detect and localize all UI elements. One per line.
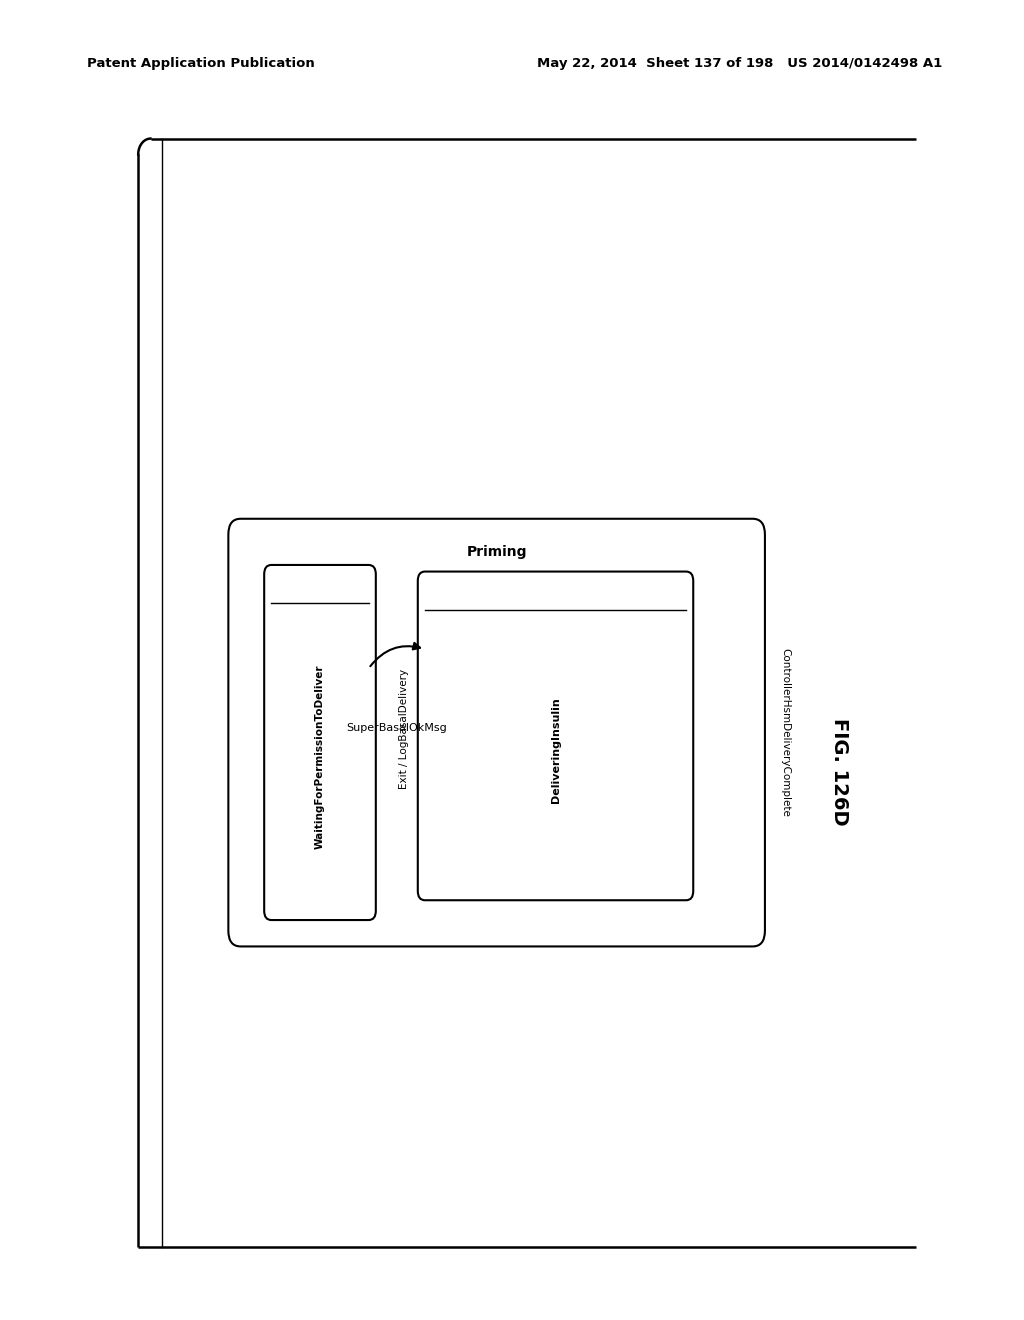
- FancyBboxPatch shape: [418, 572, 693, 900]
- Text: May 22, 2014  Sheet 137 of 198   US 2014/0142498 A1: May 22, 2014 Sheet 137 of 198 US 2014/01…: [537, 57, 942, 70]
- Text: ControllerHsmDeliveryComplete: ControllerHsmDeliveryComplete: [780, 648, 791, 817]
- Text: DeliveringInsulin: DeliveringInsulin: [551, 697, 560, 804]
- Text: SuperBasalOkMsg: SuperBasalOkMsg: [346, 723, 447, 733]
- Text: WaitingForPermissionToDeliver: WaitingForPermissionToDeliver: [315, 665, 325, 849]
- FancyBboxPatch shape: [264, 565, 376, 920]
- Text: Exit / LogBasalDelivery: Exit / LogBasalDelivery: [399, 669, 410, 789]
- Text: Patent Application Publication: Patent Application Publication: [87, 57, 314, 70]
- Text: Priming: Priming: [466, 545, 527, 560]
- Text: FIG. 126D: FIG. 126D: [830, 718, 849, 826]
- FancyBboxPatch shape: [228, 519, 765, 946]
